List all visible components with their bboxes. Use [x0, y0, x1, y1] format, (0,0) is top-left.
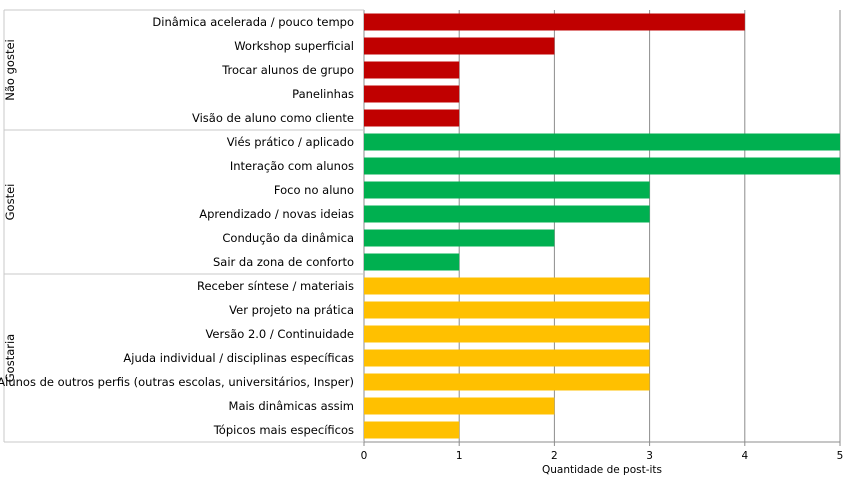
bar	[364, 157, 840, 175]
category-label: Dinâmica acelerada / pouco tempo	[152, 15, 354, 29]
bar	[364, 373, 650, 391]
x-tick-label: 2	[551, 450, 558, 462]
grid-layer	[363, 10, 841, 442]
x-tick-label: 1	[456, 450, 463, 462]
bar	[364, 349, 650, 367]
bar	[364, 301, 650, 319]
bar	[364, 133, 840, 151]
bar	[364, 397, 555, 415]
label-layer: Dinâmica acelerada / pouco tempo Workshop…	[0, 15, 354, 437]
bar	[364, 205, 650, 223]
bar	[364, 85, 460, 103]
bar	[364, 61, 460, 79]
category-label: Viés prático / aplicado	[227, 135, 354, 149]
category-label: Ajuda individual / disciplinas específic…	[123, 351, 354, 365]
category-label: Ver projeto na prática	[229, 303, 354, 317]
group-label: Gostei	[3, 184, 17, 221]
x-tick-label: 5	[837, 450, 844, 462]
x-tick-label: 3	[646, 450, 653, 462]
category-label: Condução da dinâmica	[222, 231, 354, 245]
bar	[364, 37, 555, 55]
category-label: Aprendizado / novas ideias	[199, 207, 354, 221]
category-label: Visão de aluno como cliente	[192, 111, 354, 125]
category-label: Sair da zona de conforto	[213, 255, 354, 269]
category-label: Tópicos mais específicos	[213, 423, 354, 437]
bar-layer	[364, 13, 840, 439]
axis-layer: Quantidade de post-its 0 1 2 3 4 5	[361, 441, 844, 476]
bar	[364, 229, 555, 247]
bar	[364, 109, 460, 127]
group-label: Não gostei	[3, 39, 17, 100]
bar	[364, 181, 650, 199]
bar	[364, 253, 460, 271]
category-label: Workshop superficial	[234, 39, 354, 53]
frame-layer	[3, 9, 364, 443]
category-label: Mais dinâmicas assim	[229, 399, 354, 413]
category-label: Alunos de outros perfis (outras escolas,…	[0, 375, 354, 389]
x-tick-label: 0	[361, 450, 368, 462]
bar	[364, 13, 745, 31]
category-label: Panelinhas	[292, 87, 354, 101]
x-tick-label: 4	[741, 450, 748, 462]
x-axis-title: Quantidade de post-its	[542, 464, 662, 476]
category-label: Foco no aluno	[274, 183, 354, 197]
group-label: Gostaria	[3, 334, 17, 382]
category-label: Receber síntese / materiais	[197, 279, 354, 293]
bar	[364, 325, 650, 343]
bar	[364, 277, 650, 295]
category-label: Interação com alunos	[230, 159, 354, 173]
category-label: Versão 2.0 / Continuidade	[205, 327, 354, 341]
category-label: Trocar alunos de grupo	[221, 63, 354, 77]
bar	[364, 421, 460, 439]
